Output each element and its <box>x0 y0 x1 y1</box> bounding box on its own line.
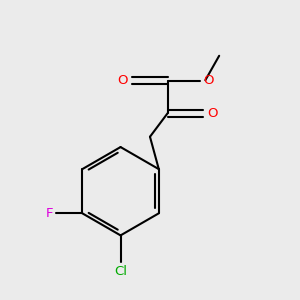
Text: Cl: Cl <box>114 265 127 278</box>
Text: O: O <box>203 74 214 87</box>
Text: F: F <box>45 207 53 220</box>
Text: O: O <box>207 107 218 120</box>
Text: O: O <box>117 74 128 87</box>
